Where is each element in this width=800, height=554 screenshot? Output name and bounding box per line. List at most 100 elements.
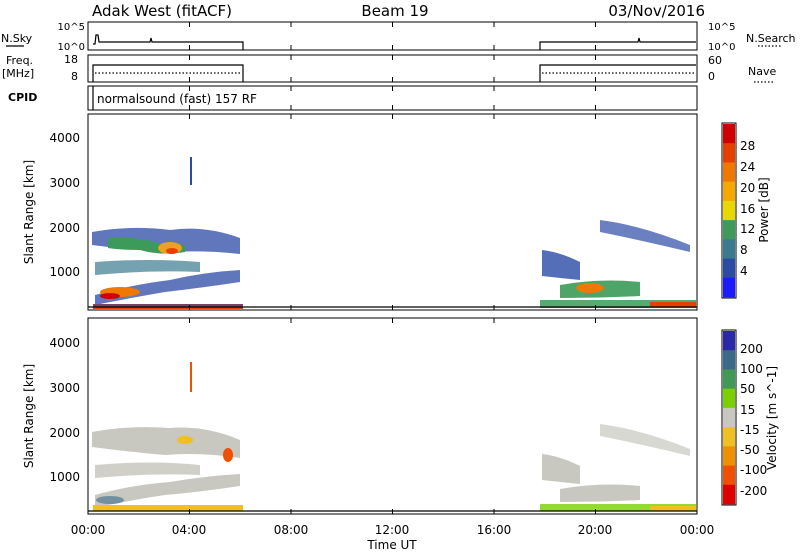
colorbar-swatch xyxy=(723,143,735,163)
velocity-cbar-tick-200: 200 xyxy=(740,342,763,356)
velocity-band-day2-mid xyxy=(560,484,640,502)
power-cbar-tick-24: 24 xyxy=(740,160,755,174)
cpid-panel: CPID normalsound (fast) 157 RF xyxy=(8,85,698,111)
cpid-text: normalsound (fast) 157 RF xyxy=(97,92,257,106)
velocity-cbar-tick-neg50: -50 xyxy=(740,443,760,457)
velocity-cbar-tick-15: 15 xyxy=(740,403,755,417)
colorbar-swatch xyxy=(723,181,735,202)
velocity-echo-neg-2 xyxy=(177,436,193,444)
power-band-lower xyxy=(95,270,240,305)
freq-tick-low: 8 xyxy=(71,70,78,83)
xtick-0000: 00:00 xyxy=(71,523,106,537)
freq-label: Freq. xyxy=(6,54,33,67)
velocity-band-lower xyxy=(95,474,240,508)
colorbar-swatch xyxy=(723,465,735,486)
power-cbar-label: Power [dB] xyxy=(757,177,771,242)
colorbar-swatch xyxy=(723,124,735,144)
xtick-2000: 20:00 xyxy=(578,523,613,537)
velocity-ytick-3000: 3000 xyxy=(49,381,80,395)
power-echo-hot-2 xyxy=(166,248,178,254)
power-colorbar-swatches xyxy=(723,124,735,298)
power-panel: Slant Range [km] 1000 2000 3000 4000 xyxy=(22,113,698,311)
xtick-0800: 08:00 xyxy=(274,523,309,537)
power-yaxis: Slant Range [km] 1000 2000 3000 4000 xyxy=(22,131,80,279)
velocity-cbar-tick-neg200: -200 xyxy=(740,484,767,498)
colorbar-swatch xyxy=(723,427,735,447)
power-cbar-tick-20: 20 xyxy=(740,181,755,195)
power-cbar-tick-8: 8 xyxy=(740,243,748,257)
power-ytick-3000: 3000 xyxy=(49,176,80,190)
velocity-ylabel: Slant Range [km] xyxy=(22,364,36,468)
date-title: 03/Nov/2016 xyxy=(608,2,705,20)
velocity-echo-neg-1 xyxy=(223,448,233,462)
power-band-day2-high xyxy=(600,220,690,252)
nsearch-tick-high: 10^5 xyxy=(708,22,735,33)
velocity-band-day2-high xyxy=(600,424,690,456)
power-base-strip-day2-hot xyxy=(650,302,696,307)
velocity-base-strip-day1 xyxy=(93,505,243,511)
x-axis: 00:00 04:00 08:00 12:00 16:00 20:00 00:0… xyxy=(71,523,715,552)
power-ytick-1000: 1000 xyxy=(49,265,80,279)
power-cbar-tick-16: 16 xyxy=(740,202,755,216)
power-cbar-tick-4: 4 xyxy=(740,264,748,278)
power-echo-day2-hot xyxy=(576,283,604,293)
xtick-1600: 16:00 xyxy=(477,523,512,537)
station-title: Adak West (fitACF) xyxy=(92,2,232,20)
beam-title: Beam 19 xyxy=(361,2,428,20)
colorbar-swatch xyxy=(723,258,735,279)
colorbar-swatch xyxy=(723,407,735,428)
colorbar-swatch xyxy=(723,484,735,505)
cpid-label: CPID xyxy=(8,91,37,104)
velocity-cbar-tick-50: 50 xyxy=(740,382,755,396)
xtick-0400: 04:00 xyxy=(172,523,207,537)
colorbar-swatch xyxy=(723,239,735,259)
velocity-cbar-label: Velocity [m s^-1] xyxy=(765,366,779,470)
velocity-ytick-2000: 2000 xyxy=(49,426,80,440)
velocity-scatter xyxy=(92,362,696,511)
freq-unit: [MHz] xyxy=(2,67,34,80)
power-scatter xyxy=(92,157,696,309)
velocity-cbar-tick-100: 100 xyxy=(740,362,763,376)
nave-tick-low: 0 xyxy=(708,70,715,83)
velocity-ytick-1000: 1000 xyxy=(49,470,80,484)
colorbar-swatch xyxy=(723,350,735,370)
velocity-cbar-tick-neg15: -15 xyxy=(740,423,760,437)
nsky-panel: N.Sky 10^5 10^0 N.Search 10^5 10^0 xyxy=(1,21,796,53)
power-base-strip-day1-cool xyxy=(93,304,243,307)
freq-trace-day1 xyxy=(92,64,244,82)
nsearch-label: N.Search xyxy=(746,32,796,45)
power-ytick-2000: 2000 xyxy=(49,221,80,235)
colorbar-swatch xyxy=(723,446,735,466)
velocity-cbar-tick-neg100: -100 xyxy=(740,463,767,477)
power-cbar-tick-28: 28 xyxy=(740,139,755,153)
power-base-strip-day2 xyxy=(540,300,696,308)
velocity-base-strip-day2 xyxy=(540,504,696,511)
velocity-band-day2-low xyxy=(542,454,580,484)
velocity-colorbar: 200 100 50 15 -15 -50 -100 -200 Velocity… xyxy=(721,329,779,506)
velocity-base-strip-day2-neg xyxy=(650,506,696,511)
colorbar-swatch xyxy=(723,388,735,409)
colorbar-swatch xyxy=(723,220,735,240)
nsky-tick-low: 10^0 xyxy=(58,42,85,53)
freq-tick-high: 18 xyxy=(64,53,78,66)
colorbar-swatch xyxy=(723,331,735,351)
freq-trace-day2 xyxy=(539,64,696,82)
velocity-band-mid xyxy=(95,462,200,478)
colorbar-swatch xyxy=(723,369,735,389)
x-axis-ticks xyxy=(87,22,698,514)
nave-label: Nave xyxy=(748,65,776,78)
power-ytick-4000: 4000 xyxy=(49,131,80,145)
velocity-panel: Slant Range [km] 1000 2000 3000 4000 xyxy=(22,317,698,515)
colorbar-swatch xyxy=(723,162,735,182)
nave-tick-high: 60 xyxy=(708,54,722,67)
x-axis-title: Time UT xyxy=(366,538,417,552)
velocity-colorbar-swatches xyxy=(723,331,735,505)
power-band-mid xyxy=(95,260,200,275)
power-echo-lower-2 xyxy=(100,293,120,299)
velocity-echo-dark xyxy=(96,496,124,504)
xtick-2400: 00:00 xyxy=(680,523,715,537)
freq-panel: Freq. [MHz] 18 8 Nave 60 0 xyxy=(2,53,776,83)
power-band-day2-low xyxy=(542,250,580,280)
nsky-tick-high: 10^5 xyxy=(58,22,85,33)
